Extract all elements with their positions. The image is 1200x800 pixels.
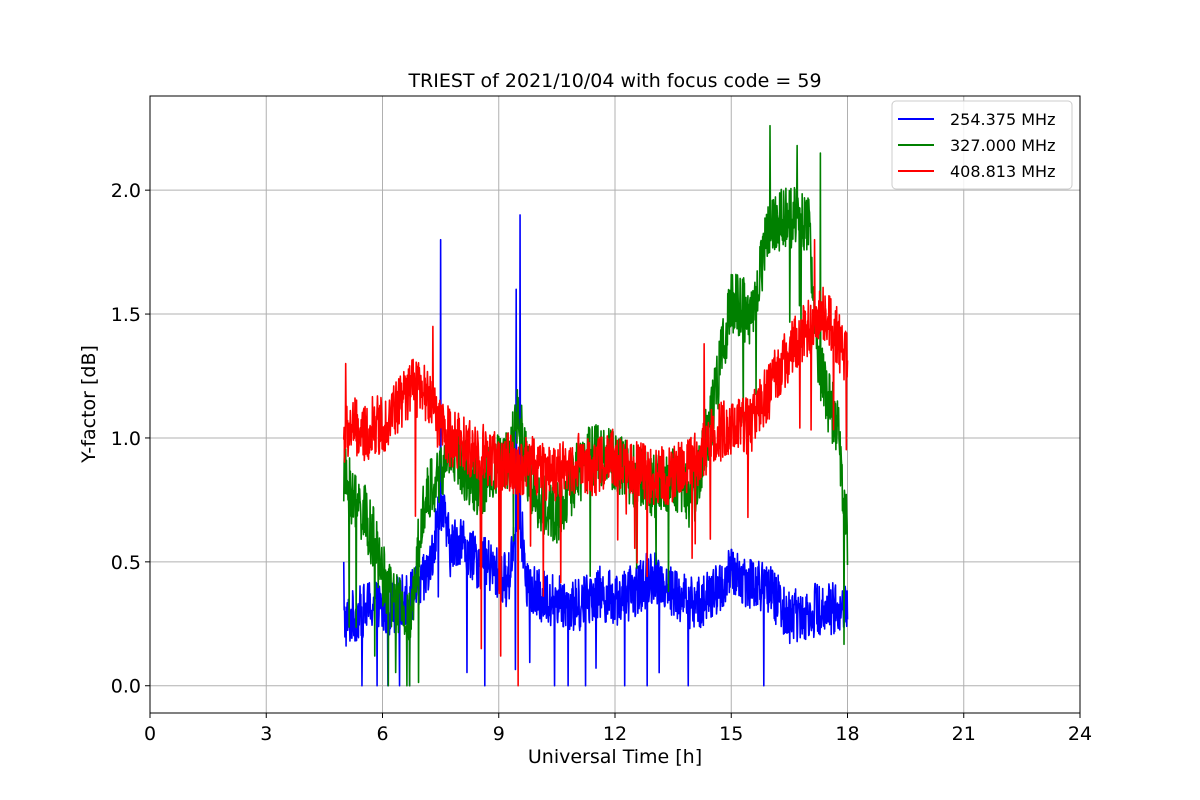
series-layer <box>342 124 849 687</box>
chart-title: TRIEST of 2021/10/04 with focus code = 5… <box>407 70 821 92</box>
x-tick-label: 21 <box>952 723 976 745</box>
x-tick-label: 15 <box>719 723 743 745</box>
legend-box <box>891 100 1073 190</box>
x-tick-label: 0 <box>144 723 156 745</box>
y-tick-label: 2.0 <box>111 180 141 202</box>
legend-entry-label: 408.813 MHz <box>950 162 1055 181</box>
x-tick-label: 24 <box>1068 723 1092 745</box>
series-line <box>342 238 849 687</box>
x-tick-label: 3 <box>260 723 272 745</box>
y-tick-label: 0.0 <box>111 676 141 698</box>
legend-entry-label: 327.000 MHz <box>950 136 1055 155</box>
x-tick-label: 18 <box>835 723 859 745</box>
series-line <box>342 214 849 687</box>
y-tick-label: 1.0 <box>111 428 141 450</box>
y-axis-label: Y-factor [dB] <box>78 345 100 464</box>
x-axis-label: Universal Time [h] <box>528 746 702 768</box>
y-tick-label: 1.5 <box>111 304 141 326</box>
x-tick-label: 9 <box>493 723 505 745</box>
legend: 254.375 MHz 327.000 MHz 408.813 MHz <box>891 100 1073 190</box>
x-tick-label: 6 <box>376 723 388 745</box>
legend-entry-label: 254.375 MHz <box>950 110 1055 129</box>
ticks: 0 3 6 9 12 15 18 21 24 0.0 0.5 1.0 1.5 2.0 <box>111 180 1092 745</box>
x-tick-label: 12 <box>603 723 627 745</box>
y-tick-label: 0.5 <box>111 552 141 574</box>
